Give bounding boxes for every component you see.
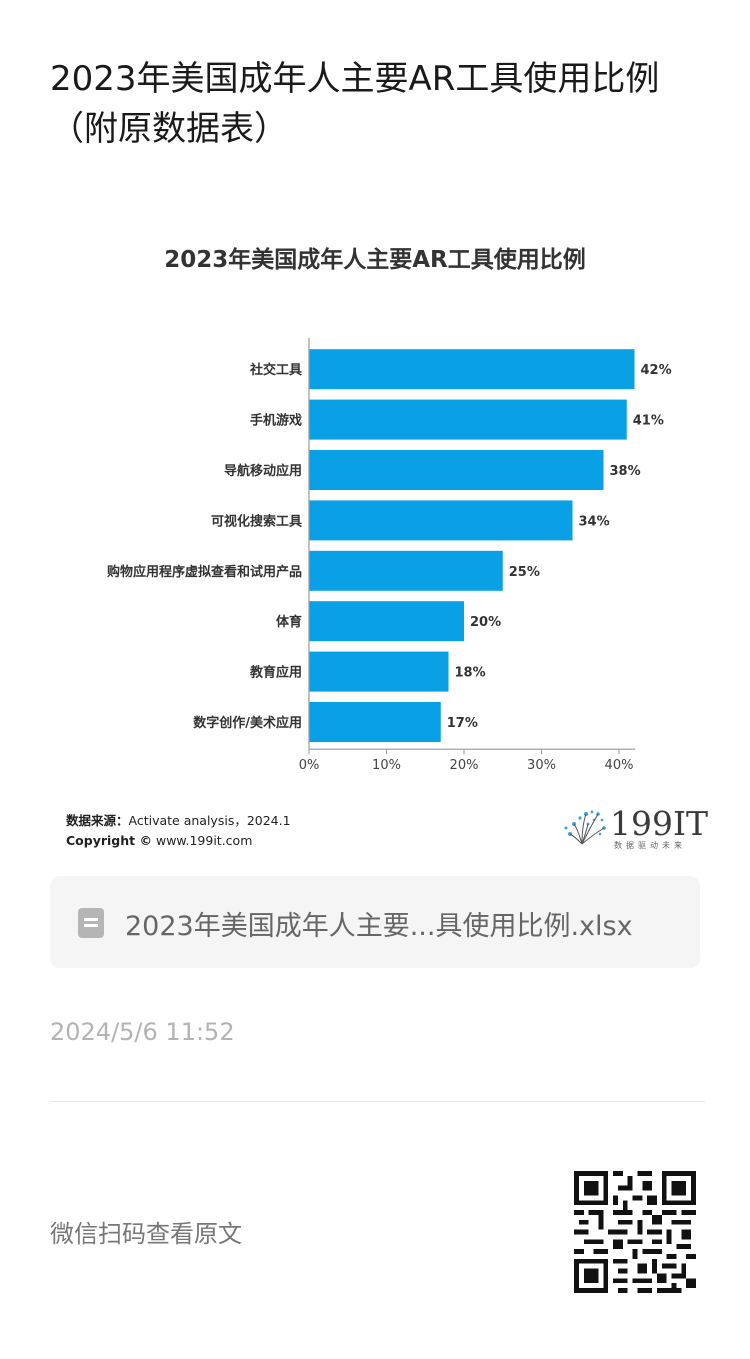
divider [50, 1101, 705, 1102]
bar [309, 702, 441, 742]
page-title: 2023年美国成年人主要AR工具使用比例（附原数据表） [50, 59, 660, 149]
category-label: 可视化搜索工具 [211, 513, 302, 529]
copyright-label: Copyright © [66, 833, 152, 848]
file-name: 2023年美国成年人主要...具使用比例.xlsx [125, 911, 633, 942]
logo-dandelion-icon [564, 810, 606, 845]
data-label: 17% [447, 716, 478, 731]
category-label: 购物应用程序虚拟查看和试用产品 [107, 564, 302, 580]
category-label: 教育应用 [249, 665, 302, 681]
data-label: 18% [455, 666, 486, 681]
bar [309, 450, 604, 490]
post-timestamp: 2024/5/6 11:52 [50, 1018, 235, 1046]
x-tick-label: 0% [299, 758, 320, 773]
source-label: 数据来源： [66, 813, 129, 828]
bar [309, 550, 503, 591]
chart-title: 2023年美国成年人主要AR工具使用比例 [164, 247, 586, 273]
x-tick-label: 40% [605, 758, 634, 773]
qr-code-icon[interactable] [574, 1171, 696, 1293]
data-label: 25% [509, 565, 540, 580]
copyright-text: www.199it.com [155, 833, 253, 848]
data-label: 41% [633, 414, 664, 429]
category-label: 数字创作/美术应用 [193, 715, 302, 731]
logo-subtitle: 数据驱动未来 [614, 841, 686, 850]
logo-text: 199IT [610, 804, 709, 843]
x-tick-label: 20% [450, 758, 479, 773]
chart-source: 数据来源：Activate analysis，2024.1 Copyright … [66, 811, 291, 851]
x-tick-label: 10% [372, 758, 401, 773]
spreadsheet-icon [78, 908, 104, 938]
x-tick-label: 30% [527, 758, 556, 773]
category-label: 导航移动应用 [224, 463, 302, 479]
bar [309, 601, 464, 642]
qr-caption: 微信扫码查看原文 [50, 1220, 242, 1248]
bar [309, 349, 635, 390]
bar [309, 500, 573, 541]
data-label: 34% [579, 514, 610, 529]
bar [309, 651, 449, 692]
bar [309, 399, 627, 440]
data-label: 38% [610, 464, 641, 479]
data-label: 42% [641, 363, 672, 378]
file-attachment-card[interactable]: 2023年美国成年人主要...具使用比例.xlsx [50, 876, 700, 968]
bar-chart-svg: 社交工具 42% 手机游戏 41% 导航移动应用 38% 可视化搜索工具 34% 购物应用程序虚… [107, 338, 672, 773]
source-text: Activate analysis，2024.1 [128, 813, 291, 828]
category-label: 体育 [276, 614, 302, 630]
category-label: 手机游戏 [250, 413, 302, 429]
category-label: 社交工具 [249, 362, 302, 378]
data-label: 20% [470, 615, 501, 630]
chart: 2023年美国成年人主要AR工具使用比例 社交工具 42% 手机游戏 41% 导航移动应… [0, 220, 750, 870]
logo: 199IT 数据驱动未来 [560, 804, 708, 854]
